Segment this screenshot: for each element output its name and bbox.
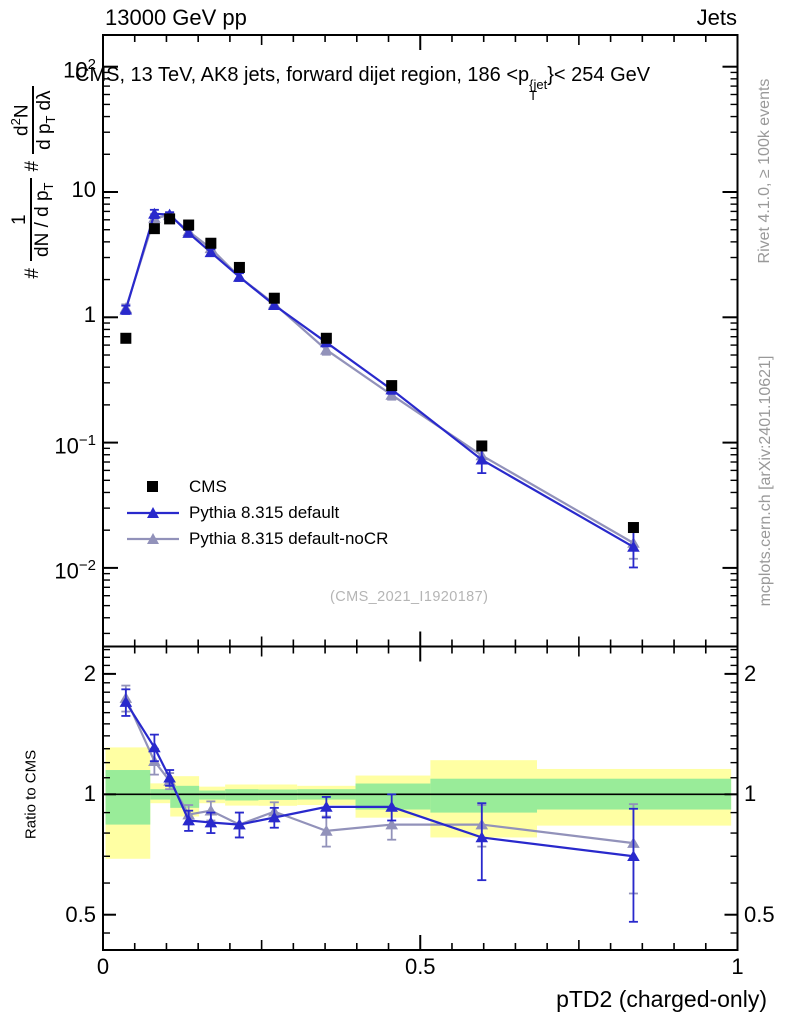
ylabel-frac2-num-sup: 2 xyxy=(7,118,23,126)
ylabel-frac2-den-text: d p xyxy=(33,123,55,150)
ylabel-frac2-num-text: d xyxy=(10,125,32,136)
cms-uncertainty-bands xyxy=(105,747,732,859)
ratio-y-tick-label-right: 0.5 xyxy=(744,901,775,927)
axis-ticks xyxy=(102,35,739,950)
main-y-tick-label: 1 xyxy=(83,302,96,328)
rivet-version-label: Rivet 4.1.0, ≥ 100k events xyxy=(756,78,773,264)
legend-item-pythia-default: Pythia 8.315 default xyxy=(127,500,388,526)
ylabel-frac2-num-post: N xyxy=(10,104,32,119)
legend-label-pythia-default: Pythia 8.315 default xyxy=(189,503,340,522)
main-y-tick-label: 10−1 xyxy=(54,431,96,458)
ratio-y-tick-label-right: 2 xyxy=(744,660,757,686)
plot-title: CMS, 13 TeV, AK8 jets, forward dijet reg… xyxy=(75,64,651,103)
main-y-tick-label: 10−2 xyxy=(54,556,96,584)
ylabel-frac1-num: 1 xyxy=(9,214,31,226)
ylabel-frac2-den-sub: T xyxy=(42,115,58,124)
curve-pythia-default-main xyxy=(119,207,640,569)
ylabel-frac1-den-sub: T xyxy=(41,182,57,191)
ylabel-fraction-2: d2N d pTdλ xyxy=(7,86,58,154)
plot-title-supsub: {jet T xyxy=(529,77,548,103)
plot-title-sup: {jet xyxy=(529,77,548,92)
x-tick-label: 1 xyxy=(731,954,744,979)
legend-item-cms: CMS xyxy=(127,474,388,500)
x-tick-label: 0 xyxy=(96,954,110,979)
beam-energy-label: 13000 GeV pp xyxy=(105,5,247,30)
plot-title-post: }< 254 GeV xyxy=(547,64,651,86)
plot-title-pre: CMS, 13 TeV, AK8 jets, forward dijet reg… xyxy=(75,64,530,86)
curve-pythia-default-ratio xyxy=(119,688,640,923)
ylabel-hash-2: # xyxy=(22,160,43,172)
ratio-y-tick-label-left: 0.5 xyxy=(65,901,96,927)
ylabel-fraction-1: 1 dN / d pT xyxy=(9,178,57,261)
legend-label-cms: CMS xyxy=(189,477,227,496)
ratio-panel-frame xyxy=(102,645,739,951)
ratio-y-tick-label-left: 1 xyxy=(83,781,96,807)
legend-marker-cms xyxy=(127,479,179,495)
mcplots-reference-label: mcplots.cern.ch [arXiv:2401.10621] xyxy=(757,355,774,607)
legend-marker-pythia-default xyxy=(127,505,179,521)
x-tick-label: 0.5 xyxy=(404,954,436,979)
x-axis-title: pTD2 (charged-only) xyxy=(556,986,767,1012)
ylabel-frac2-num: d2N xyxy=(7,100,32,140)
legend-label-pythia-nocr: Pythia 8.315 default-noCR xyxy=(189,529,389,548)
ylabel-frac2-den: d pTdλ xyxy=(31,86,58,154)
main-y-tick-label: 102 xyxy=(63,55,96,83)
ylabel-frac1-den: dN / d pT xyxy=(30,178,57,261)
legend: CMS Pythia 8.315 default Pythia 8.315 de… xyxy=(127,474,388,552)
main-y-tick-label: 10 xyxy=(71,177,96,202)
analysis-id-watermark: (CMS_2021_I1920187) xyxy=(330,589,489,605)
plot-title-sub: T xyxy=(529,88,538,103)
legend-item-pythia-nocr: Pythia 8.315 default-noCR xyxy=(127,526,388,552)
ylabel-frac2-den-post: dλ xyxy=(33,90,55,111)
ylabel-hash-1: # xyxy=(22,267,43,279)
ratio-y-tick-label-right: 1 xyxy=(744,781,757,807)
legend-marker-pythia-nocr xyxy=(127,531,179,547)
main-y-axis-title: # 1 dN / d pT # d2N d pTdλ xyxy=(6,36,60,336)
analysis-group-label: Jets xyxy=(696,5,737,30)
ratio-y-tick-label-left: 2 xyxy=(83,660,96,686)
cms-data-points xyxy=(120,213,639,534)
ylabel-frac1-den-text: dN / d p xyxy=(32,190,54,257)
ratio-y-axis-title: Ratio to CMS xyxy=(22,749,40,840)
main-panel-frame xyxy=(102,34,739,648)
